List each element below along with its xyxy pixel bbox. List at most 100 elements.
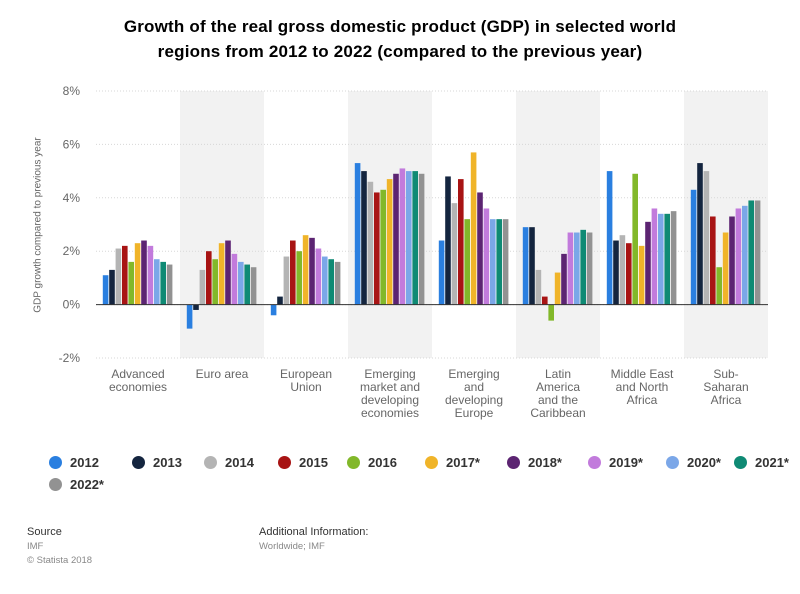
bar (244, 264, 250, 305)
bar (115, 248, 122, 305)
bar (354, 163, 361, 305)
legend-swatch (204, 456, 217, 469)
y-tick-label: 8% (63, 84, 81, 98)
bar (742, 205, 748, 305)
legend-swatch (49, 456, 62, 469)
legend-label: 2015 (299, 455, 328, 470)
bar (670, 211, 677, 305)
bar (580, 229, 586, 305)
bar (438, 240, 445, 305)
bar (134, 243, 141, 305)
bar (334, 261, 341, 305)
x-tick-label: Emerging (364, 367, 415, 381)
x-tick-label: economies (109, 380, 167, 394)
bar (154, 259, 160, 305)
bar (619, 235, 626, 305)
bar (703, 171, 710, 305)
bar (399, 168, 406, 305)
y-tick-label: 6% (63, 137, 81, 151)
bar (393, 173, 399, 305)
legend-item[interactable]: 2018* (507, 455, 562, 470)
bar (464, 219, 470, 305)
bar (290, 240, 296, 305)
bar (542, 296, 548, 305)
legend-swatch (132, 456, 145, 469)
x-tick-label: developing (445, 393, 503, 407)
bar (302, 235, 309, 305)
source-block: Source IMF © Statista 2018 (27, 526, 92, 566)
bar (270, 304, 277, 316)
bar (451, 203, 458, 305)
group-band (180, 91, 264, 358)
bar (716, 267, 722, 305)
legend-label: 2012 (70, 455, 99, 470)
chart-title-line-1: Growth of the real gross domestic produc… (123, 17, 677, 36)
bar (309, 237, 315, 305)
legend-label: 2019* (609, 455, 643, 470)
legend-swatch (425, 456, 438, 469)
bar (231, 253, 238, 305)
x-tick-label: Euro area (196, 367, 249, 381)
y-tick-label: 4% (63, 191, 81, 205)
bar (522, 227, 529, 305)
bar (586, 232, 593, 305)
legend-item[interactable]: 2013 (132, 455, 182, 470)
bar (722, 232, 729, 305)
x-tick-label: Union (290, 380, 321, 394)
bar (225, 240, 231, 305)
bar (697, 163, 703, 305)
legend-item[interactable]: 2022* (49, 477, 104, 492)
group-band (516, 91, 600, 358)
legend-label: 2016 (368, 455, 397, 470)
bar (490, 219, 496, 305)
chart-title: Growth of the real gross domestic produc… (40, 14, 760, 64)
legend-swatch (49, 478, 62, 491)
legend-item[interactable]: 2017* (425, 455, 480, 470)
bar (529, 227, 535, 305)
bar (502, 219, 509, 305)
source-line-1[interactable]: IMF (27, 541, 44, 552)
x-tick-label: Africa (627, 393, 658, 407)
legend-item[interactable]: 2012 (49, 455, 99, 470)
legend-label: 2014 (225, 455, 254, 470)
legend-label: 2022* (70, 477, 104, 492)
legend-item[interactable]: 2014 (204, 455, 254, 470)
y-axis-label: GDP growth compared to previous year (32, 137, 44, 313)
bar (574, 232, 580, 305)
bar (122, 245, 128, 305)
bar (193, 304, 199, 310)
x-tick-label: Middle East (611, 367, 674, 381)
y-tick-label: -2% (59, 351, 81, 365)
bar (147, 245, 154, 305)
bar (535, 269, 542, 305)
bar (386, 179, 393, 305)
x-tick-label: and the (538, 393, 578, 407)
bar (710, 216, 716, 305)
x-tick-label: Caribbean (530, 406, 585, 420)
legend-item[interactable]: 2020* (666, 455, 721, 470)
bar (212, 259, 218, 305)
bar (638, 245, 645, 305)
bar (206, 251, 212, 305)
legend-item[interactable]: 2015 (278, 455, 328, 470)
bar (483, 208, 490, 305)
x-tick-label: Africa (711, 393, 742, 407)
legend-item[interactable]: 2019* (588, 455, 643, 470)
bar (283, 256, 290, 305)
bar (406, 171, 412, 305)
y-tick-label: 0% (63, 298, 81, 312)
source-line-2[interactable]: © Statista 2018 (27, 555, 93, 566)
legend-item[interactable]: 2016 (347, 455, 397, 470)
x-tick-label: and North (616, 380, 669, 394)
x-tick-label: market and (360, 380, 420, 394)
legend-label: 2018* (528, 455, 562, 470)
x-tick-label: and (464, 380, 484, 394)
bar (166, 264, 173, 305)
y-tick-label: 2% (63, 244, 81, 258)
bar (102, 275, 109, 305)
bar (218, 243, 225, 305)
bar (141, 240, 147, 305)
x-tick-label: America (536, 380, 580, 394)
legend-item[interactable]: 2021* (734, 455, 789, 470)
legend-swatch (666, 456, 679, 469)
